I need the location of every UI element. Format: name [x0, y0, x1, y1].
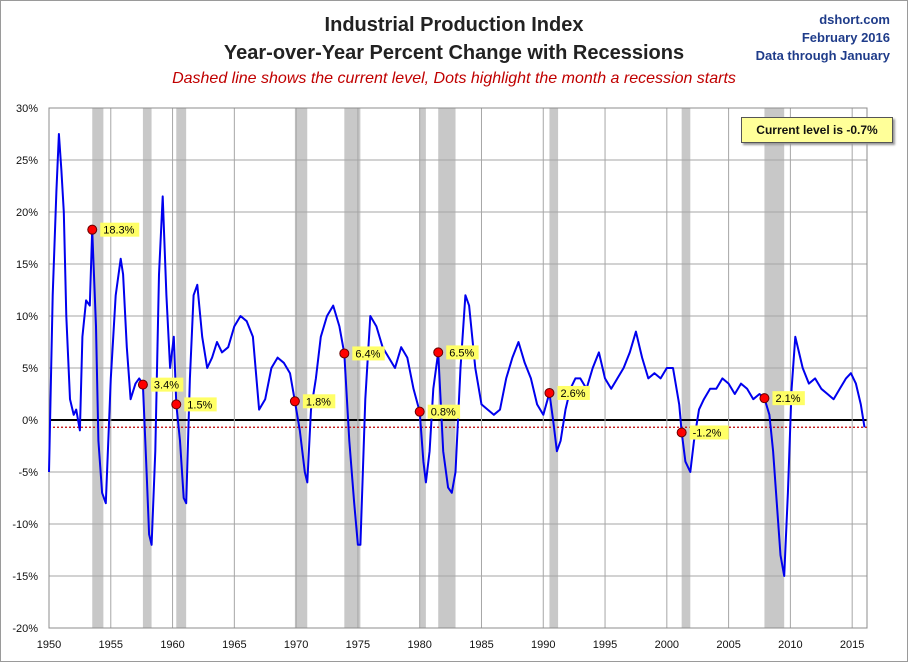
marker-label-bg	[302, 394, 336, 409]
x-tick-label: 2005	[716, 639, 740, 651]
marker-label-bg	[557, 385, 590, 400]
x-tick-label: 1965	[222, 639, 246, 651]
chart-subtitle: Dashed line shows the current level, Dot…	[172, 70, 736, 87]
recession-start-marker: 1.8%	[289, 394, 336, 409]
x-tick-label: 2010	[778, 639, 802, 651]
x-tick-label: 2015	[840, 639, 864, 651]
y-tick-label: -15%	[12, 571, 38, 583]
marker-label: 2.1%	[775, 393, 800, 405]
x-tick-label: 1950	[37, 639, 61, 651]
recession-start-marker: 0.8%	[414, 404, 461, 419]
marker-label-bg	[689, 425, 729, 440]
date-label: February 2016	[801, 30, 890, 45]
recession-start-marker: 2.6%	[544, 385, 590, 400]
series-line	[48, 133, 866, 577]
y-tick-label: 10%	[16, 311, 38, 323]
y-tick-label: 25%	[16, 155, 38, 167]
data-note-label: Data through January	[755, 48, 890, 63]
x-tick-label: 1980	[407, 639, 431, 651]
recession-start-marker: 2.1%	[759, 391, 805, 406]
source-label: dshort.com	[819, 12, 890, 27]
y-tick-label: 15%	[16, 259, 38, 271]
recession-start-marker: 3.4%	[137, 377, 184, 392]
marker-label: 1.5%	[187, 399, 212, 411]
marker-label-bg	[352, 346, 385, 361]
marker-label: 18.3%	[103, 225, 134, 237]
marker-dot	[137, 379, 148, 390]
recession-start-marker: 18.3%	[87, 222, 140, 237]
marker-label: 0.8%	[431, 407, 456, 419]
marker-label-bg	[150, 377, 184, 392]
marker-label-bg	[184, 397, 217, 412]
marker-label: 6.4%	[355, 348, 380, 360]
y-tick-label: -5%	[18, 467, 38, 479]
y-tick-label: 20%	[16, 207, 38, 219]
x-tick-label: 1970	[284, 639, 308, 651]
marker-dot	[676, 427, 687, 438]
marker-dot	[544, 387, 555, 398]
y-tick-label: 0%	[22, 415, 38, 427]
marker-label: 3.4%	[154, 380, 179, 392]
marker-label: -1.2%	[693, 427, 722, 439]
marker-dot	[339, 348, 350, 359]
marker-label-bg	[772, 391, 805, 406]
y-tick-label: -20%	[12, 623, 38, 635]
marker-label-bg	[427, 404, 461, 419]
marker-dot	[433, 347, 444, 358]
plot-border	[48, 107, 868, 629]
marker-label: 1.8%	[306, 396, 331, 408]
recession-start-marker: 6.4%	[339, 346, 385, 361]
marker-dot	[414, 406, 425, 417]
x-tick-label: 1990	[531, 639, 555, 651]
x-tick-label: 1975	[346, 639, 370, 651]
recession-start-marker: 6.5%	[433, 345, 479, 360]
x-tick-label: 1995	[593, 639, 617, 651]
marker-dot	[759, 393, 770, 404]
marker-label: 6.5%	[449, 347, 474, 359]
marker-dot	[87, 224, 98, 235]
chart-title-line1: Industrial Production Index	[324, 14, 584, 36]
y-tick-label: 30%	[16, 103, 38, 115]
marker-label: 2.6%	[560, 388, 585, 400]
current-level-callout: Current level is -0.7%	[741, 117, 893, 143]
chart-title-line2: Year-over-Year Percent Change with Reces…	[223, 42, 685, 64]
marker-dot	[289, 396, 300, 407]
marker-dot	[171, 399, 182, 410]
recession-start-marker: -1.2%	[676, 425, 729, 440]
x-tick-label: 2000	[655, 639, 679, 651]
marker-label-bg	[100, 222, 140, 237]
y-tick-label: 5%	[22, 363, 38, 375]
marker-label-bg	[446, 345, 479, 360]
x-tick-label: 1960	[160, 639, 184, 651]
y-tick-label: -10%	[12, 519, 38, 531]
recession-start-marker: 1.5%	[171, 397, 217, 412]
x-tick-label: 1955	[99, 639, 123, 651]
x-tick-label: 1985	[469, 639, 493, 651]
